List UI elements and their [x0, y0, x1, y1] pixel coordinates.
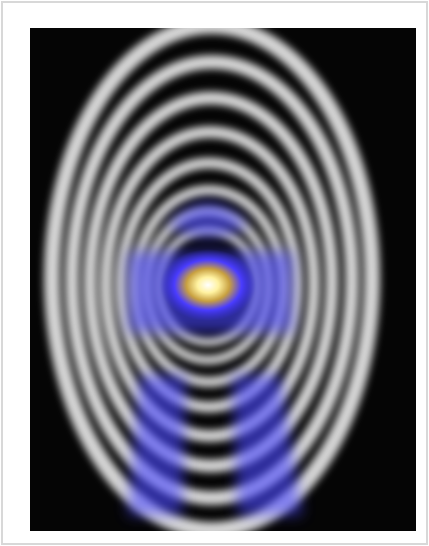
blue-overlay	[128, 202, 302, 515]
blue-cap	[168, 202, 248, 238]
blue-leg-right	[232, 375, 302, 515]
ring	[65, 55, 359, 505]
ring	[83, 91, 339, 473]
image-content	[44, 28, 380, 531]
ring	[100, 126, 320, 442]
ring	[115, 157, 303, 413]
blue-leg-left	[128, 375, 186, 515]
ring	[44, 28, 380, 531]
central-glow	[160, 249, 256, 321]
